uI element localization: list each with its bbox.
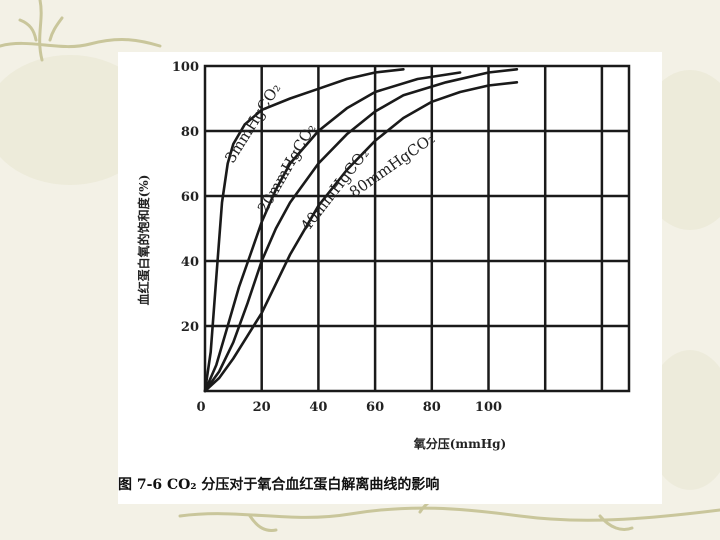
chart: 0 20 40 60 80 100 20 40 60 80 100 3mmHgCO₂20mmHgCO…	[118, 60, 631, 493]
y-tick-label: 60	[181, 190, 199, 205]
x-tick-label: 20	[253, 400, 271, 415]
series-label: 20mmHgCO₂	[254, 120, 320, 216]
y-tick-label: 40	[181, 255, 199, 270]
x-axis-title: 氧分压(mmHg)	[413, 436, 506, 451]
x-tick-label: 0	[196, 400, 205, 415]
figure-caption: 图 7-6 CO₂ 分压对于氧合血红蛋白解离曲线的影响	[118, 476, 439, 493]
series-label: 3mmHgCO₂	[221, 80, 284, 166]
chart-ticks: 0 20 40 60 80 100 20 40 60 80 100	[172, 60, 502, 415]
figure-panel: 0 20 40 60 80 100 20 40 60 80 100 3mmHgCO₂ 20mmHgCO…	[118, 52, 662, 504]
series-curve	[203, 81, 519, 393]
chart-grid	[203, 64, 631, 393]
series-curve	[203, 71, 462, 393]
y-tick-label: 20	[181, 320, 199, 335]
x-tick-label: 100	[475, 400, 502, 415]
series-curve	[203, 68, 519, 393]
plot-frame	[203, 64, 631, 393]
x-tick-label: 60	[366, 400, 384, 415]
x-tick-label: 80	[423, 400, 441, 415]
y-tick-label: 80	[181, 125, 199, 140]
chart-curves	[203, 68, 519, 393]
x-tick-label: 40	[309, 400, 327, 415]
series-curve	[203, 68, 405, 393]
vine-ornament-top	[0, 0, 162, 62]
y-tick-label: 100	[172, 60, 199, 75]
y-axis-title: 血红蛋白氧的饱和度(%)	[136, 175, 151, 306]
